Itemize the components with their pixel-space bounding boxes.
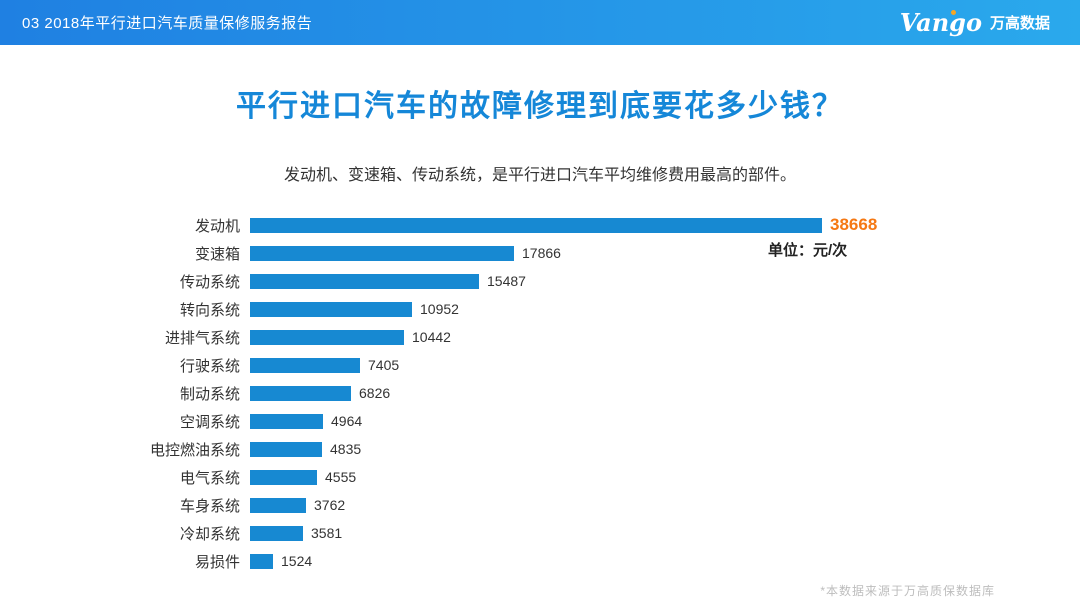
chart-row: 转向系统 10952 bbox=[0, 295, 1080, 323]
chart-row: 易损件 1524 bbox=[0, 547, 1080, 575]
chart-row: 发动机 38668 bbox=[0, 211, 1080, 239]
category-label: 制动系统 bbox=[179, 385, 240, 403]
value-label: 10442 bbox=[412, 329, 451, 345]
category-label: 空调系统 bbox=[179, 413, 240, 431]
bar bbox=[250, 217, 822, 233]
bar bbox=[250, 301, 412, 317]
chart-row: 车身系统 3762 bbox=[0, 491, 1080, 519]
logo-brand-text: Vango bbox=[899, 8, 982, 37]
category-label: 传动系统 bbox=[179, 273, 240, 291]
chart-rows: 发动机 38668 变速箱 17866 传动系统 15487 转向系统 10952 进排气系统 1… bbox=[0, 211, 1080, 575]
value-label: 6826 bbox=[359, 385, 391, 401]
value-label: 17866 bbox=[522, 245, 561, 261]
category-label: 冷却系统 bbox=[179, 525, 240, 543]
bar bbox=[250, 413, 323, 429]
source-footnote: *本数据来源于万高质保数据库 bbox=[820, 584, 995, 598]
value-label: 4835 bbox=[330, 441, 362, 457]
page-subtitle: 发动机、变速箱、传动系统，是平行进口汽车平均维修费用最高的部件。 bbox=[283, 167, 796, 184]
value-label: 15487 bbox=[487, 273, 526, 289]
chart-row: 进排气系统 10442 bbox=[0, 323, 1080, 351]
category-label: 电控燃油系统 bbox=[149, 441, 240, 459]
chart-row: 空调系统 4964 bbox=[0, 407, 1080, 435]
bar bbox=[250, 497, 306, 513]
category-label: 发动机 bbox=[194, 217, 240, 235]
chart-row: 电气系统 4555 bbox=[0, 463, 1080, 491]
value-label: 10952 bbox=[420, 301, 459, 317]
chart-row: 行驶系统 7405 bbox=[0, 351, 1080, 379]
value-label: 3581 bbox=[311, 525, 343, 541]
value-label: 4555 bbox=[325, 469, 357, 485]
category-label: 进排气系统 bbox=[164, 329, 240, 347]
value-label: 38668 bbox=[830, 215, 878, 234]
bar bbox=[250, 553, 273, 569]
bar bbox=[250, 441, 322, 457]
chart-row: 传动系统 15487 bbox=[0, 267, 1080, 295]
value-label: 4964 bbox=[331, 413, 363, 429]
bar bbox=[250, 469, 317, 485]
value-label: 1524 bbox=[281, 553, 313, 569]
bar-chart: 发动机 38668 变速箱 17866 传动系统 15487 转向系统 10952 进排气系统 1… bbox=[0, 211, 1080, 575]
value-label: 3762 bbox=[314, 497, 346, 513]
category-label: 转向系统 bbox=[179, 301, 240, 319]
chart-row: 变速箱 17866 bbox=[0, 239, 1080, 267]
logo-accent-dot-icon bbox=[950, 10, 956, 15]
bar bbox=[250, 385, 351, 401]
unit-label: 单位：元/次 bbox=[768, 242, 848, 259]
report-title: 03 2018年平行进口汽车质量保修服务报告 bbox=[22, 15, 313, 32]
category-label: 电气系统 bbox=[179, 469, 240, 487]
bar bbox=[250, 329, 404, 345]
category-label: 变速箱 bbox=[194, 245, 240, 263]
page-title: 平行进口汽车的故障修理到底要花多少钱？ bbox=[236, 90, 844, 123]
category-label: 易损件 bbox=[194, 553, 240, 571]
category-label: 车身系统 bbox=[179, 497, 240, 515]
bar bbox=[250, 273, 479, 289]
chart-row: 制动系统 6826 bbox=[0, 379, 1080, 407]
chart-row: 电控燃油系统 4835 bbox=[0, 435, 1080, 463]
logo-cn-text: 万高数据 bbox=[989, 15, 1050, 32]
vango-logo: Vango 万高数据 bbox=[900, 8, 1050, 37]
bar bbox=[250, 245, 514, 261]
bar bbox=[250, 525, 303, 541]
value-label: 7405 bbox=[368, 357, 400, 373]
chart-row: 冷却系统 3581 bbox=[0, 519, 1080, 547]
bar bbox=[250, 357, 360, 373]
category-label: 行驶系统 bbox=[179, 357, 240, 375]
header-bar: 03 2018年平行进口汽车质量保修服务报告 Vango 万高数据 bbox=[0, 0, 1080, 45]
